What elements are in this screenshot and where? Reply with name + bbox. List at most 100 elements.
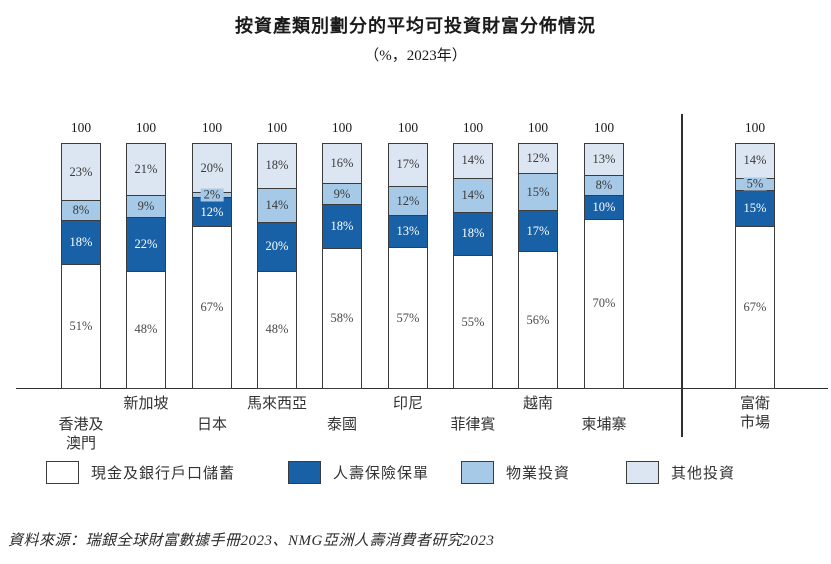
stacked-bar-5: 16% 9% 18% 58% [322, 143, 362, 389]
stacked-bar-7: 14% 14% 18% 55% [453, 143, 493, 389]
bar-segment: 48% [127, 270, 165, 388]
segment-value-label: 13% [592, 152, 616, 167]
segment-value-label: 17% [396, 157, 420, 172]
segment-value-label: 9% [137, 199, 155, 214]
segment-value-label: 18% [69, 234, 93, 249]
legend-swatch [626, 461, 659, 484]
bar-segment: 18% [258, 144, 296, 188]
bar-segment: 2% [193, 188, 231, 202]
bar-segment: 14% [258, 187, 296, 223]
segment-value-label: 20% [265, 239, 289, 254]
bar-segment: 8% [585, 175, 623, 195]
segment-value-label: 12% [200, 204, 224, 219]
segment-value-label: 18% [265, 158, 289, 173]
bar-total-label: 100 [397, 120, 419, 135]
bar-segment: 12% [193, 197, 231, 227]
segment-value-label: 18% [330, 219, 354, 234]
bar-segment: 10% [585, 194, 623, 219]
segment-value-label: 22% [134, 237, 158, 252]
bar-total-label: 100 [201, 120, 223, 135]
segment-value-label: 17% [526, 223, 550, 238]
segment-value-label: 67% [743, 300, 767, 315]
legend-label: 物業投資 [506, 466, 571, 482]
segment-value-label: 12% [396, 193, 420, 208]
bar-segment: 67% [736, 226, 774, 388]
bar-total-label: 100 [593, 120, 615, 135]
bar-segment: 58% [323, 247, 361, 388]
category-label: 富衛 市場 [739, 396, 770, 431]
segment-value-label: 12% [526, 151, 550, 166]
bar-segment: 21% [127, 144, 165, 196]
chart-subtitle: （%，2023年） [364, 48, 467, 64]
stacked-bar-6: 17% 12% 13% 57% [388, 143, 428, 389]
stacked-bar-9: 13% 8% 10% 70% [584, 143, 624, 389]
category-label: 泰國 [326, 417, 357, 433]
segment-value-label: 18% [461, 226, 485, 241]
bar-segment: 56% [519, 251, 557, 388]
legend-swatch [288, 461, 321, 484]
chart-title: 按資產類別劃分的平均可投資財富分佈情況 [235, 16, 596, 36]
segment-value-label: 20% [200, 160, 224, 175]
segment-value-label: 15% [526, 184, 550, 199]
bar-total-label: 100 [744, 120, 766, 135]
bar-segment: 14% [736, 144, 774, 178]
bar-segment: 12% [519, 144, 557, 174]
bar-total-label: 100 [70, 120, 92, 135]
bar-total-label: 100 [462, 120, 484, 135]
fwd-markets-separator-line [681, 114, 683, 437]
bar-segment: 55% [454, 255, 492, 388]
segment-value-label: 58% [330, 310, 354, 325]
segment-value-label: 2% [200, 188, 224, 202]
category-label: 馬來西亞 [246, 396, 307, 412]
stacked-bar-3: 20% 2% 12% 67% [192, 143, 232, 389]
bar-segment: 18% [454, 211, 492, 256]
bar-segment: 5% [736, 177, 774, 191]
segment-value-label: 57% [396, 310, 420, 325]
source-note: 資料來源：瑞銀全球財富數據手冊2023、NMG亞洲人壽消費者研究2023 [8, 533, 495, 549]
legend-item: 人壽保險保單 [288, 461, 429, 484]
legend-label: 其他投資 [671, 466, 736, 482]
bar-segment: 17% [389, 144, 427, 186]
segment-value-label: 10% [592, 199, 616, 214]
legend-label: 現金及銀行戶口儲蓄 [91, 466, 236, 482]
bar-total-label: 100 [266, 120, 288, 135]
bar-segment: 15% [519, 173, 557, 210]
legend-item: 物業投資 [461, 461, 570, 484]
bar-segment: 57% [389, 247, 427, 388]
segment-value-label: 16% [330, 155, 354, 170]
category-label: 香港及 澳門 [58, 417, 104, 452]
segment-value-label: 13% [396, 224, 420, 239]
segment-value-label: 14% [461, 153, 485, 168]
bar-segment: 48% [258, 270, 296, 388]
bar-segment: 18% [323, 204, 361, 248]
bar-segment: 23% [62, 144, 100, 201]
category-label: 新加坡 [123, 396, 169, 412]
bar-total-label: 100 [527, 120, 549, 135]
stacked-bar-10: 14% 5% 15% 67% [735, 143, 775, 389]
bar-segment: 17% [519, 209, 557, 252]
segment-value-label: 21% [134, 162, 158, 177]
bar-segment: 12% [389, 185, 427, 216]
stacked-bar-4: 18% 14% 20% 48% [257, 143, 297, 389]
bar-segment: 15% [736, 189, 774, 227]
legend-swatch [46, 461, 79, 484]
bar-segment: 8% [62, 200, 100, 220]
bar-total-label: 100 [135, 120, 157, 135]
bar-segment: 20% [193, 144, 231, 193]
segment-value-label: 56% [526, 312, 550, 327]
legend-swatch [461, 461, 494, 484]
bar-segment: 13% [389, 215, 427, 248]
segment-value-label: 48% [134, 322, 158, 337]
category-label: 越南 [522, 396, 553, 412]
stacked-bar-1: 23% 8% 18% 51% [61, 143, 101, 389]
segment-value-label: 55% [461, 314, 485, 329]
bar-segment: 16% [323, 144, 361, 183]
segment-value-label: 23% [69, 164, 93, 179]
bar-segment: 9% [127, 195, 165, 218]
bar-segment: 18% [62, 219, 100, 264]
stacked-bar-8: 12% 15% 17% 56% [518, 143, 558, 389]
segment-value-label: 15% [743, 201, 767, 215]
segment-value-label: 70% [592, 296, 616, 311]
